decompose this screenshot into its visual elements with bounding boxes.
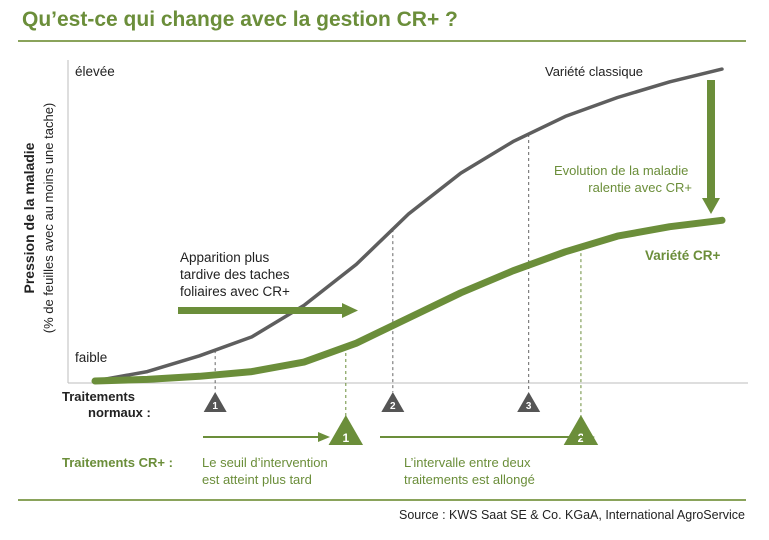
svg-text:3: 3 xyxy=(526,401,532,412)
y-axis-subtitle: (% de feuilles avec au moins une tache) xyxy=(41,103,56,334)
late-spots-arrow-shaft xyxy=(178,307,342,314)
late-spots-line1: Apparition plus xyxy=(180,250,270,265)
marker-cr-2: 2 xyxy=(563,415,599,445)
series-line-classic xyxy=(93,67,724,383)
series-label-cr: Variété CR+ xyxy=(645,248,721,263)
y-high-label: élevée xyxy=(75,64,115,79)
late-spots-line3: foliaires avec CR+ xyxy=(180,284,290,299)
late-spots-arrow-head xyxy=(342,303,358,318)
marker-normal-1: 1 xyxy=(203,392,227,412)
slowed-arrow-head xyxy=(702,198,720,214)
chart-title: Qu’est-ce qui change avec la gestion CR+… xyxy=(22,8,458,31)
treatments-normal-label: Traitements normaux : xyxy=(62,389,151,420)
marker-normal-3: 3 xyxy=(517,392,541,412)
late-spots-line2: tardive des taches xyxy=(180,267,290,282)
svg-text:2: 2 xyxy=(390,401,396,412)
treatments-cr-label: Traitements CR+ : xyxy=(62,455,173,470)
slowed-annotation: Evolution de la maladie ralentie avec CR… xyxy=(554,80,720,214)
source-note: Source : KWS Saat SE & Co. KGaA, Interna… xyxy=(398,508,745,522)
svg-text:1: 1 xyxy=(342,431,349,445)
svg-text:Evolution de la maladie: Evolution de la maladie ralentie avec CR… xyxy=(554,163,692,195)
svg-text:Apparition plus tardive: Apparition plus tardive des taches folia… xyxy=(180,250,293,299)
interval-text: L’intervalle entre deux traitements est … xyxy=(404,455,535,487)
svg-text:1: 1 xyxy=(212,401,218,412)
y-low-label: faible xyxy=(75,350,107,365)
late-spots-annotation: Apparition plus tardive des taches folia… xyxy=(178,250,358,318)
y-axis-title: Pression de la maladie xyxy=(21,142,37,293)
marker-cr-1: 1 xyxy=(328,415,364,445)
slowed-arrow-shaft xyxy=(707,80,715,198)
series-label-classic: Variété classique xyxy=(545,64,643,79)
slowed-label-line1: Evolution de la maladie xyxy=(554,163,688,178)
title-divider xyxy=(18,40,746,42)
marker-normal-2: 2 xyxy=(381,392,405,412)
slowed-label-line2: ralentie avec CR+ xyxy=(588,180,692,195)
interval-arrow xyxy=(380,432,595,442)
threshold-text: Le seuil d’intervention est atteint plus… xyxy=(202,455,331,487)
source-divider xyxy=(18,499,746,501)
series-line-cr xyxy=(91,216,726,385)
threshold-arrow xyxy=(203,432,330,442)
